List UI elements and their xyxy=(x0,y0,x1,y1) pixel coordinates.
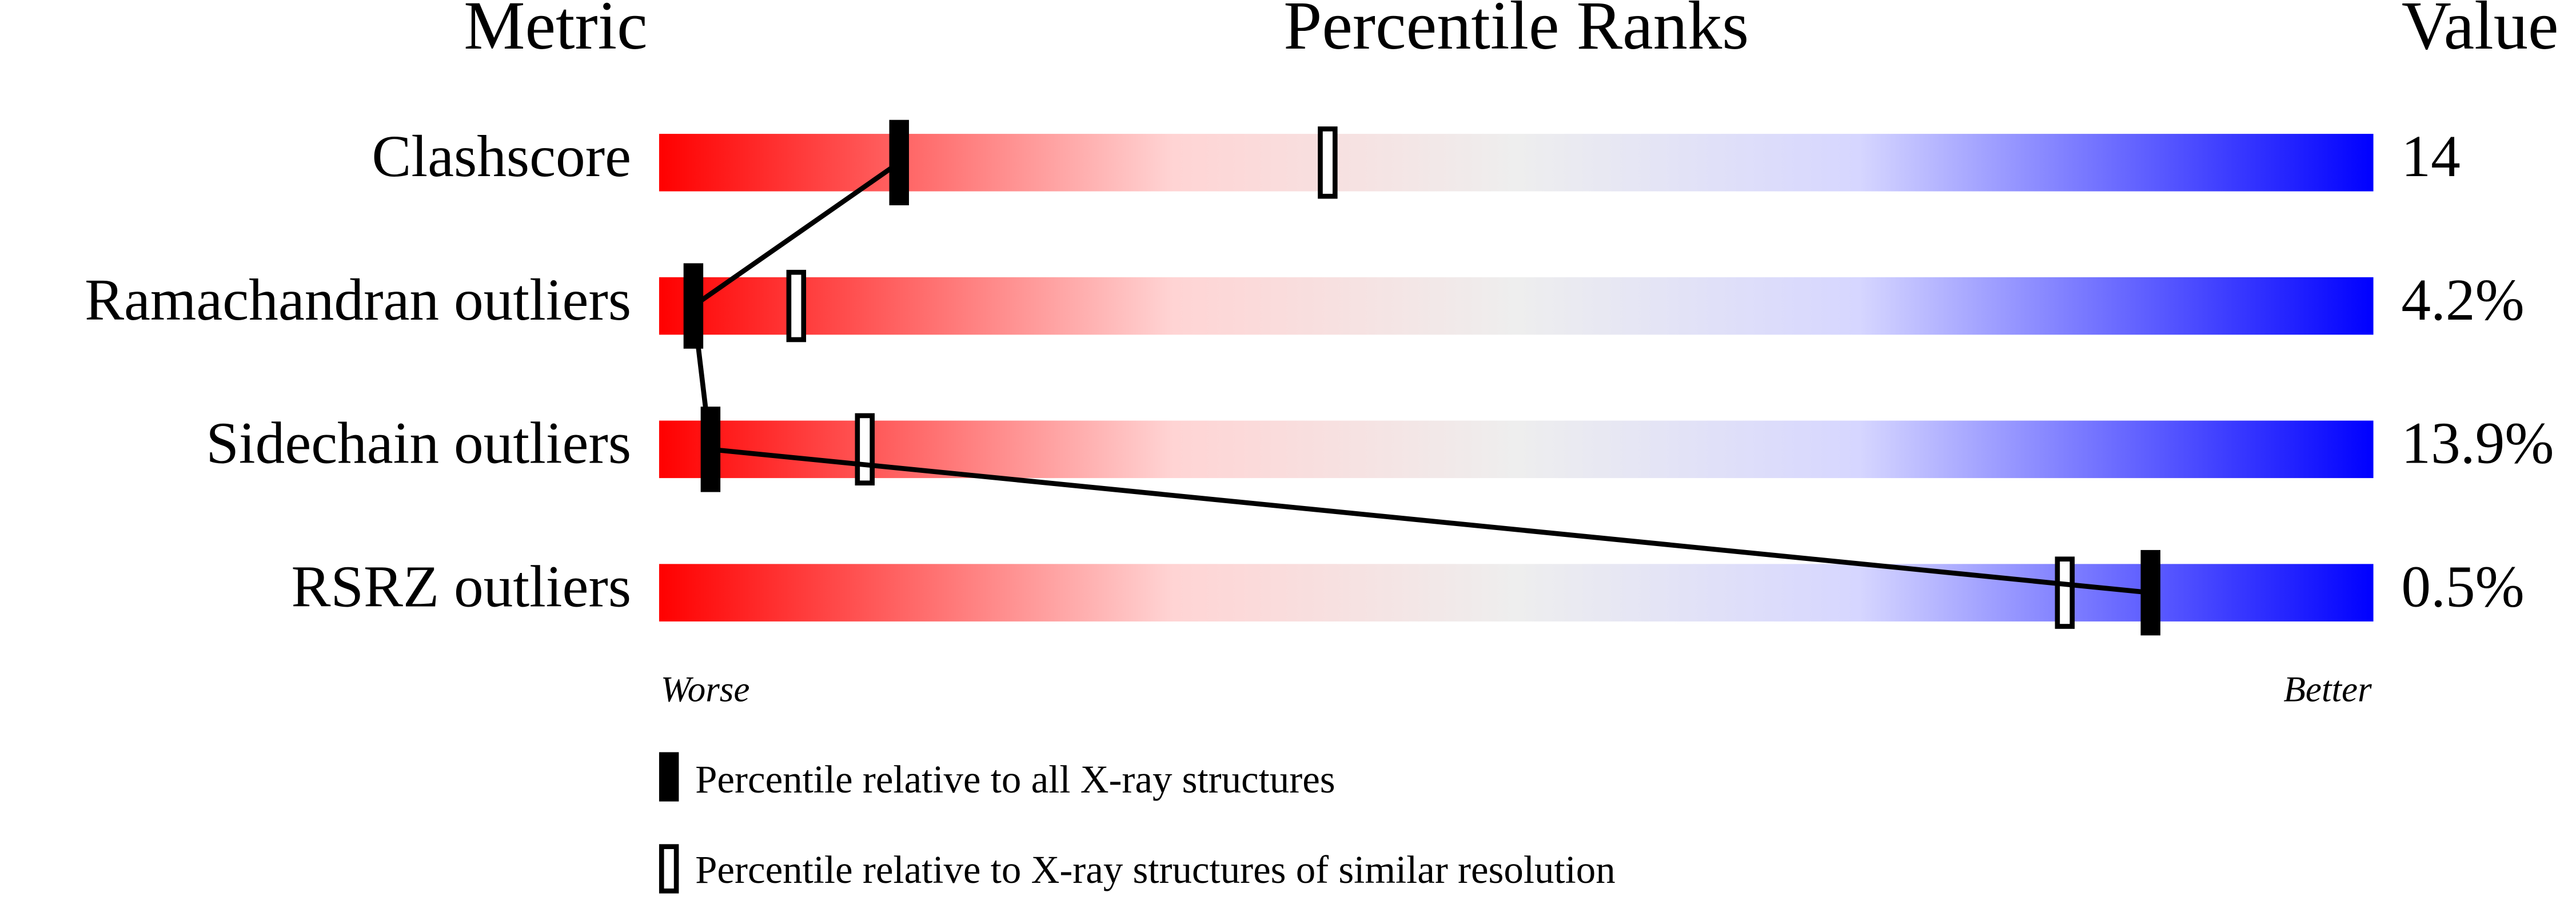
connecting-line xyxy=(691,160,2151,595)
legend-label: Percentile relative to all X-ray structu… xyxy=(695,758,1335,801)
metric-header: Metric xyxy=(464,0,648,64)
all-structures-marker xyxy=(2140,549,2160,636)
percentile-bar xyxy=(659,134,2374,192)
metric-value: 0.5% xyxy=(2401,554,2524,619)
all-structures-marker xyxy=(700,407,721,492)
legend-label: Percentile relative to X-ray structures … xyxy=(695,848,1616,891)
metric-value: 4.2% xyxy=(2401,268,2524,333)
similar-resolution-marker xyxy=(855,413,875,486)
all-structures-marker xyxy=(683,263,704,349)
all-structures-marker xyxy=(889,120,909,206)
chart-title: Percentile Ranks xyxy=(1283,0,1749,64)
metric-label: Clashscore xyxy=(372,124,631,189)
metric-value: 13.9% xyxy=(2401,411,2554,476)
similar-resolution-marker xyxy=(2055,556,2075,629)
worse-label: Worse xyxy=(661,670,750,710)
metric-label: Sidechain outliers xyxy=(206,411,631,476)
value-header: Value xyxy=(2402,0,2559,64)
percentile-bar xyxy=(659,564,2374,622)
legend-swatch-open xyxy=(659,844,679,894)
legend-swatch-filled xyxy=(659,752,679,802)
percentile-bar xyxy=(659,277,2374,335)
metric-label: RSRZ outliers xyxy=(292,554,632,619)
better-label: Better xyxy=(2283,670,2372,710)
similar-resolution-marker xyxy=(1318,126,1338,199)
similar-resolution-marker xyxy=(786,269,807,343)
metric-value: 14 xyxy=(2401,124,2460,189)
percentile-bar xyxy=(659,420,2374,479)
metric-label: Ramachandran outliers xyxy=(85,268,631,333)
